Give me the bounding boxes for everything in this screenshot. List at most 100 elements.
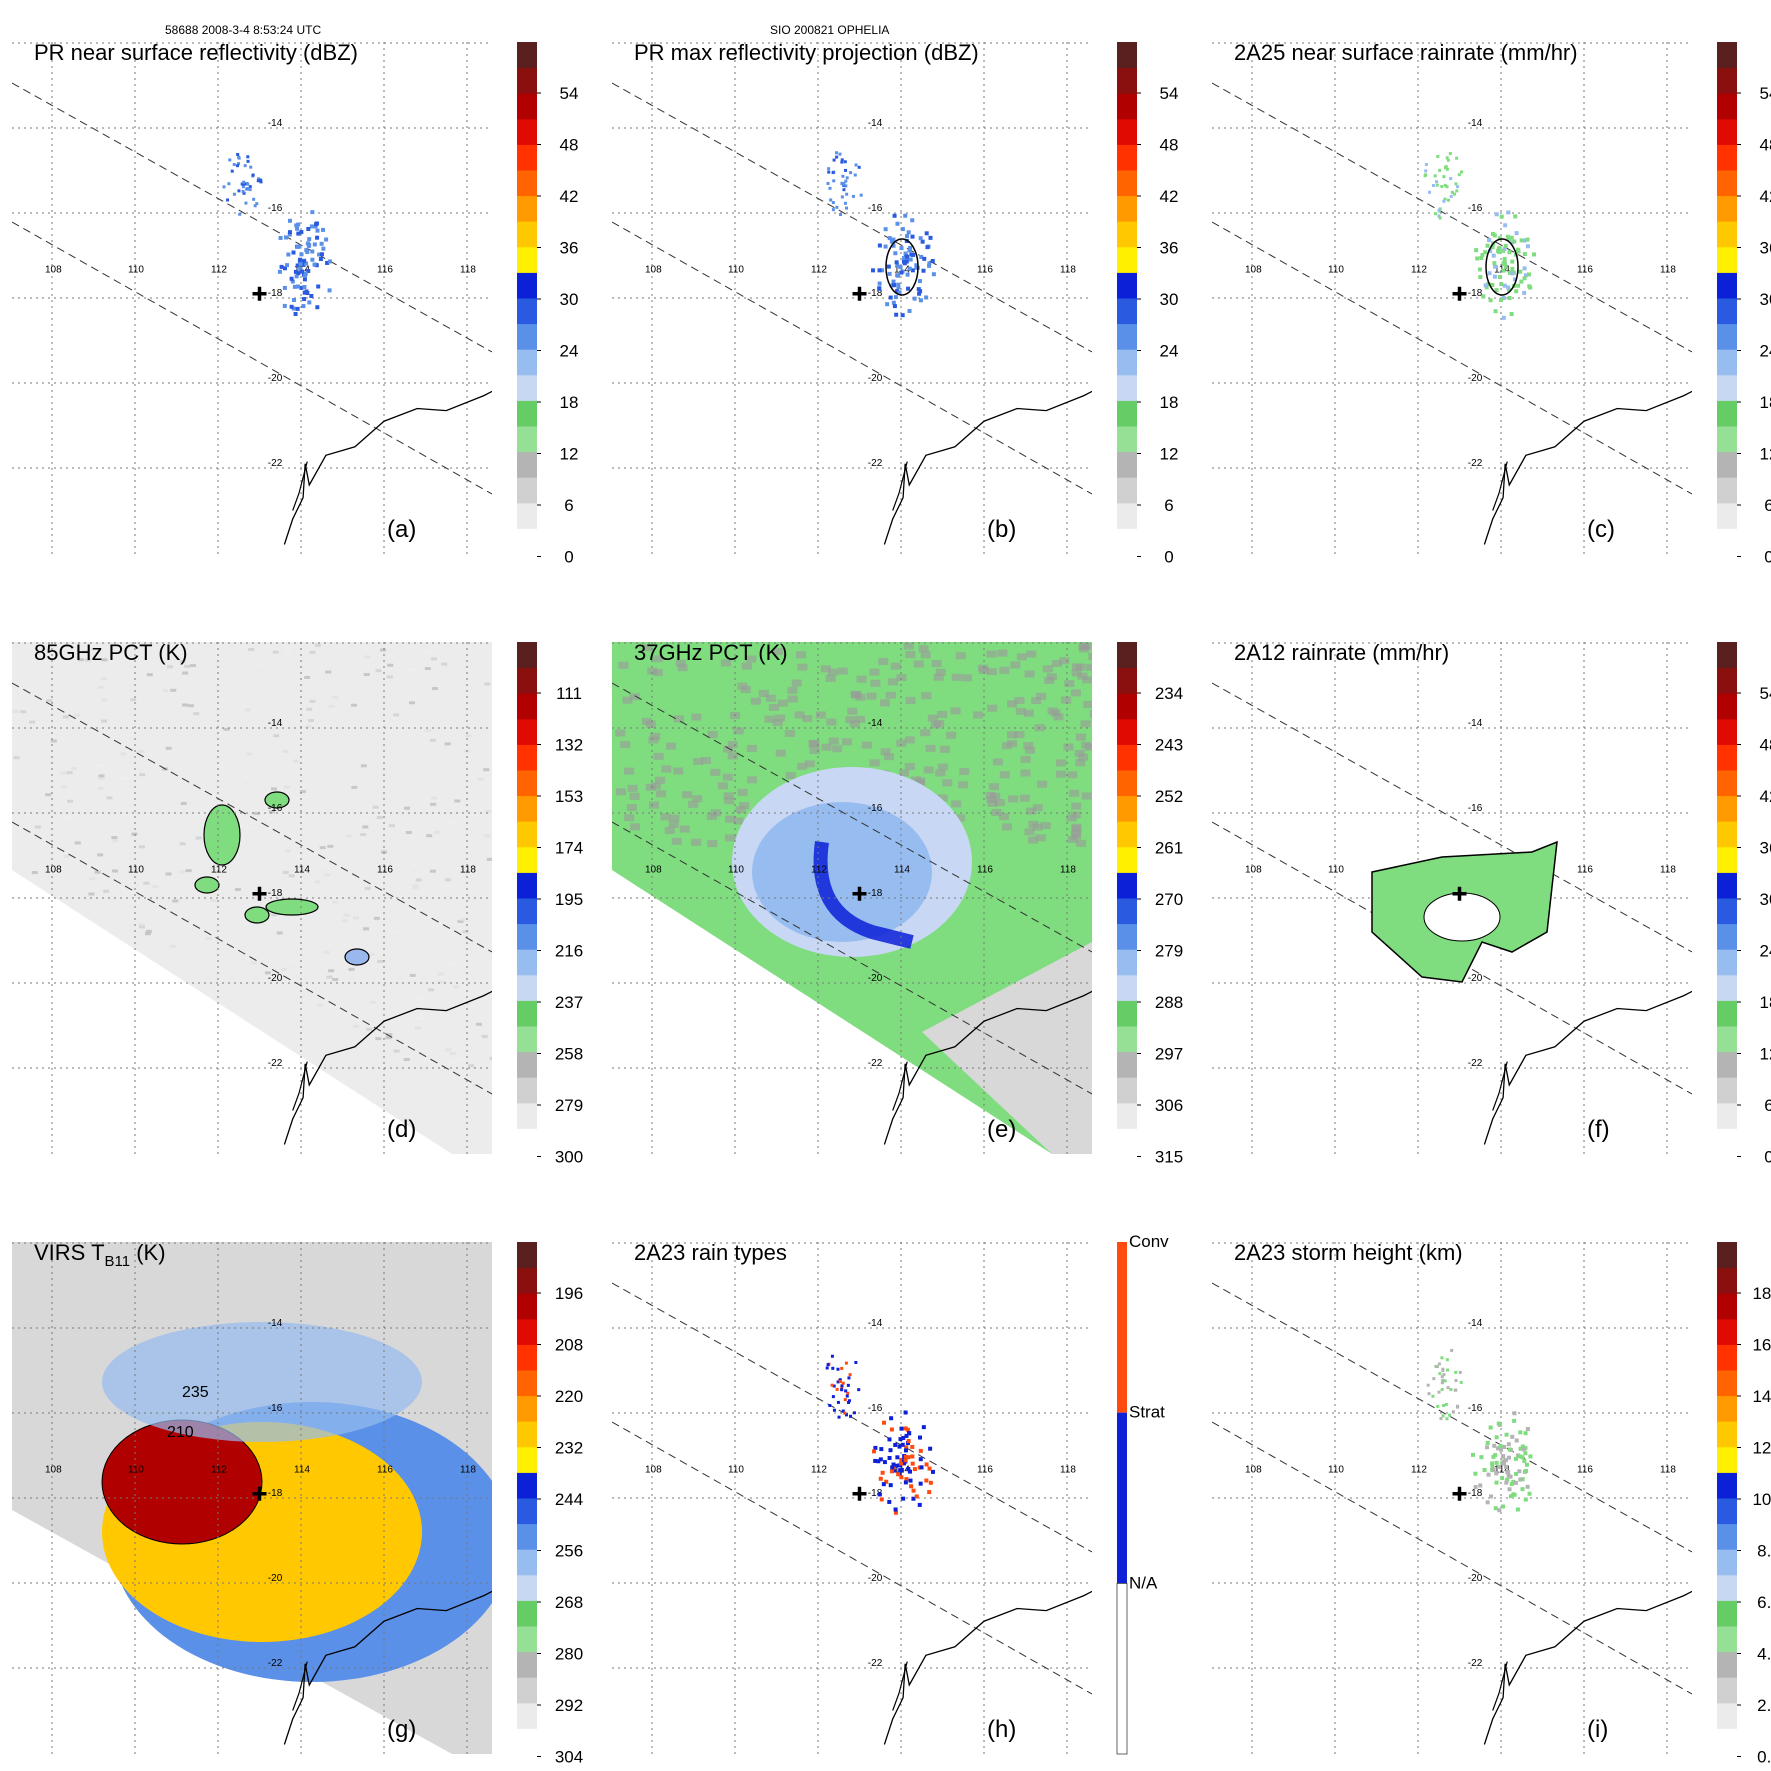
panel-i-cell	[1432, 1377, 1436, 1381]
panel-c-cell	[1483, 283, 1488, 288]
panel-f-storm-center	[1452, 886, 1467, 901]
colorbar-g-label-9: 304	[555, 1748, 583, 1767]
panel-h-cell	[836, 1367, 840, 1371]
panel-h-cell	[881, 1482, 886, 1487]
panel-b-cell	[844, 168, 848, 172]
panel-e-texture	[815, 711, 826, 719]
panel-i-cell	[1426, 1383, 1430, 1387]
panel-e-texture	[758, 689, 769, 697]
panel-b-label: (b)	[987, 516, 1016, 543]
panel-i-cell	[1441, 1414, 1445, 1418]
panel-h-title: 2A23 rain types	[634, 1240, 787, 1265]
panel-e-texture	[739, 802, 750, 810]
colorbar-g-label-2: 220	[555, 1387, 583, 1406]
panel-b-cell	[843, 201, 847, 205]
panel-e-texture	[959, 767, 970, 775]
panel-a-cell	[252, 197, 256, 201]
panel-b-cell	[829, 198, 833, 202]
panel-d-texture	[266, 818, 273, 822]
panel-a-cell	[249, 165, 253, 169]
panel-h-cell	[897, 1444, 902, 1449]
panel-i-cell	[1523, 1431, 1528, 1436]
panel-h-cell	[908, 1469, 913, 1474]
panel-e-texture	[977, 664, 988, 672]
panel-c-cell	[1523, 273, 1528, 278]
colorbar-b-label-9: 0	[1164, 548, 1173, 567]
panel-e-coastline	[883, 990, 1092, 1145]
panel-d-texture	[434, 830, 441, 834]
panel-d-cold-region-5	[344, 948, 370, 966]
panel-e-texture	[1024, 670, 1035, 678]
colorbar-i-label-0: 18.0	[1752, 1284, 1771, 1303]
panel-i-cell	[1493, 1506, 1498, 1511]
panel-a-cell	[306, 269, 311, 274]
panel-c-cell	[1505, 234, 1510, 239]
panel-h-cell	[898, 1437, 903, 1442]
panel-e-texture	[1019, 794, 1030, 802]
panel-a-cell	[244, 201, 248, 205]
colorbar-f-label-5: 24	[1760, 942, 1771, 961]
panel-d-texture	[74, 713, 81, 717]
panel-e-texture	[920, 729, 931, 737]
panel-g-lat-tick--22: -22	[268, 1658, 283, 1669]
panel-d-texture	[264, 971, 271, 975]
panel-i-cell	[1507, 1487, 1512, 1492]
panel-c-cell	[1506, 287, 1511, 292]
panel-c-cell	[1445, 156, 1449, 160]
colorbar-f-band-17	[1717, 693, 1737, 720]
colorbar-a-band-19	[517, 42, 537, 69]
panel-a-cell	[243, 164, 247, 168]
panel-h-cell	[899, 1461, 904, 1466]
panel-h-cell	[914, 1494, 919, 1499]
panel-a-cell	[246, 159, 250, 163]
panel-d-texture	[323, 873, 330, 877]
panel-c-cell	[1490, 282, 1495, 287]
colorbar-g-band-12	[517, 1421, 537, 1448]
panel-a-cell	[298, 262, 303, 267]
panel-e-texture	[855, 715, 866, 723]
panel-d-texture	[145, 929, 152, 933]
colorbar-e-label-2: 252	[1155, 787, 1183, 806]
panel-e-texture	[1031, 697, 1042, 705]
panel-e-lat-tick--22: -22	[868, 1058, 883, 1069]
panel-d-texture	[377, 959, 384, 963]
panel-b-lon-tick-108: 108	[645, 265, 662, 276]
colorbar-f-band-19	[1717, 642, 1737, 669]
panel-b-cell	[835, 205, 839, 209]
panel-c-cell	[1503, 264, 1508, 269]
panel-e-title: 37GHz PCT (K)	[634, 640, 788, 665]
panel-e-texture	[1074, 749, 1085, 757]
panel-d-texture	[66, 771, 73, 775]
colorbar-b-band-0	[1117, 528, 1137, 555]
panel-e-texture	[904, 736, 915, 744]
panel-e-texture	[677, 664, 688, 672]
panel-a-cell	[309, 224, 314, 229]
panel-i-cell	[1520, 1477, 1525, 1482]
colorbar-f-band-0	[1717, 1128, 1737, 1155]
colorbar-b-label-3: 36	[1160, 239, 1179, 258]
panel-b-cell	[892, 283, 897, 288]
panel-e-texture	[1036, 692, 1047, 700]
panel-e-texture	[880, 748, 891, 756]
panel-h-cell	[910, 1444, 915, 1449]
colorbar-c-band-19	[1717, 42, 1737, 69]
panel-e-texture	[847, 707, 858, 715]
panel-b-cell	[931, 272, 936, 277]
panel-c-cell	[1498, 274, 1503, 279]
panel-d-texture	[246, 752, 253, 756]
colorbar-i-band-13	[1717, 1395, 1737, 1422]
panel-b-cell	[877, 286, 882, 291]
panel-h-cell	[899, 1426, 904, 1431]
panel-h-cell	[889, 1416, 894, 1421]
colorbar-b-band-13	[1117, 195, 1137, 222]
panel-e-texture	[791, 679, 802, 687]
colorbar-c-band-9	[1717, 298, 1737, 325]
panel-b-cell	[854, 163, 858, 167]
panel-e-texture	[688, 800, 699, 808]
panel-b-cell	[924, 295, 929, 300]
storm-name-label: SIO 200821 OPHELIA	[770, 23, 890, 37]
panel-d-texture	[282, 870, 289, 874]
panel-a-cell	[243, 182, 247, 186]
